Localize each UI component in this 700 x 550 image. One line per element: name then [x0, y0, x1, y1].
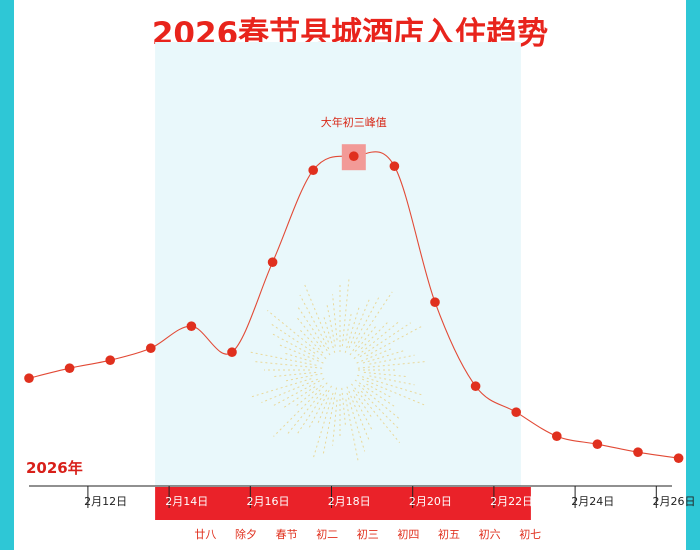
holiday-shaded-band — [155, 42, 521, 486]
firework-ray — [341, 276, 350, 347]
holiday-axis-bar — [155, 487, 531, 520]
firework-ray — [354, 324, 378, 352]
x-tick-label: 2月24日 — [571, 495, 614, 508]
data-point — [389, 161, 400, 171]
data-point — [552, 431, 562, 442]
data-point — [511, 407, 521, 418]
data-point — [267, 257, 278, 268]
x-tick-label: 2月16日 — [247, 495, 290, 508]
firework-ray — [261, 378, 319, 403]
x-tick-label: 2月22日 — [490, 495, 533, 508]
lunar-date-label: 初七 — [519, 527, 541, 541]
firework-ray — [326, 304, 336, 347]
firework-ray — [249, 378, 312, 398]
firework-ray — [273, 371, 317, 378]
firework-ray — [284, 386, 316, 408]
data-point — [673, 453, 684, 464]
firework-ray — [247, 351, 317, 366]
firework-ray — [345, 399, 359, 463]
firework-ray — [297, 389, 328, 434]
lunar-date-label: 初五 — [438, 527, 460, 541]
lunar-date-label: 初二 — [316, 527, 338, 541]
firework-ray — [348, 299, 370, 349]
data-point — [633, 447, 643, 458]
lunar-date-label: 除夕 — [235, 527, 257, 541]
lunar-date-label: 初三 — [357, 527, 379, 541]
firework-ray — [341, 387, 347, 428]
firework-ray — [362, 350, 405, 364]
firework-ray — [255, 361, 323, 369]
firework-ray — [272, 333, 320, 360]
x-tick-label: 2月26日 — [653, 495, 696, 508]
lunar-date-label: 廿八 — [194, 528, 216, 541]
firework-ray — [359, 322, 411, 358]
firework-ray — [346, 392, 366, 452]
firework-ray — [303, 282, 329, 343]
x-tick-label: 2月12日 — [84, 495, 127, 508]
firework-ray — [285, 392, 322, 437]
series-layer — [24, 144, 684, 464]
data-point — [64, 363, 75, 374]
firework-ray — [344, 305, 360, 353]
firework-ray — [312, 392, 334, 461]
lunar-date-label: 春节 — [276, 528, 298, 541]
data-point — [24, 373, 34, 384]
data-point — [186, 321, 197, 332]
peak-annotation: 大年初三峰值 — [321, 115, 387, 129]
x-tick-label: 2月14日 — [165, 495, 208, 508]
data-point — [227, 347, 237, 358]
data-point — [105, 355, 115, 366]
lunar-date-label: 初四 — [397, 527, 419, 541]
firework-decoration — [247, 276, 428, 463]
firework-ray — [366, 325, 424, 357]
firework-ray — [363, 371, 407, 378]
firework-ray — [357, 361, 425, 369]
firework-ray — [322, 387, 337, 454]
firework-ray — [297, 317, 322, 348]
firework-ray — [269, 322, 316, 354]
firework-ray — [360, 322, 388, 350]
data-point — [592, 439, 603, 450]
holiday-band-layer — [155, 42, 521, 486]
data-point — [430, 297, 440, 308]
x-tick-label: 2月18日 — [328, 495, 371, 508]
firework-ray — [307, 385, 332, 430]
firework-ray — [360, 390, 401, 431]
lunar-date-label: 初六 — [479, 527, 501, 541]
data-point — [146, 343, 156, 354]
data-point — [349, 151, 359, 161]
firework-ray — [294, 384, 322, 408]
firework-ray — [277, 343, 324, 364]
x-axis — [29, 485, 672, 520]
firework-ray — [352, 389, 373, 419]
firework-ray — [357, 374, 422, 396]
data-point — [470, 381, 481, 392]
firework-ray — [354, 379, 396, 408]
firework-ray — [361, 378, 428, 407]
x-tick-label: 2月20日 — [409, 495, 452, 508]
firework-ray — [356, 347, 394, 364]
firework-ray — [298, 328, 324, 354]
year-label: 2026年 — [26, 459, 83, 477]
firework-ray — [322, 314, 336, 353]
firework-ray — [353, 294, 381, 344]
firework-ray — [358, 384, 400, 419]
firework-ray — [283, 373, 323, 382]
firework-ray — [353, 396, 373, 430]
data-point — [308, 165, 319, 175]
label-layer: 2月12日 2月14日 2月16日 2月18日 2月20日 2月22日 2月24日 2月26日… — [84, 115, 695, 541]
firework-ray — [299, 294, 330, 350]
